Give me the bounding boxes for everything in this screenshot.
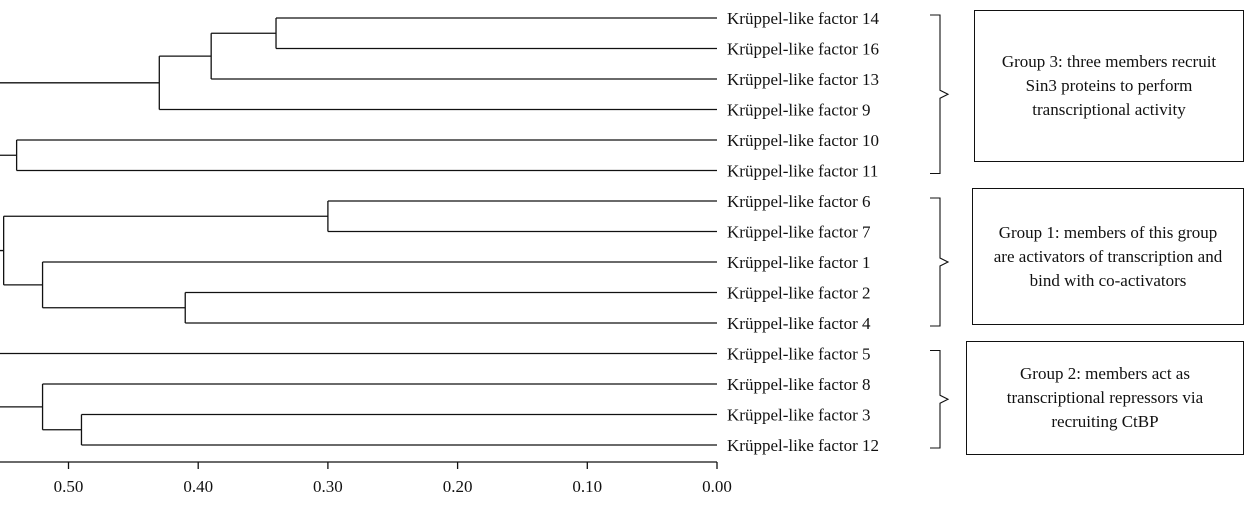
leaf-label: Krüppel-like factor 13 — [727, 70, 879, 89]
tick-label: 0.40 — [183, 477, 213, 496]
leaf-label: Krüppel-like factor 7 — [727, 223, 871, 242]
leaf-label: Krüppel-like factor 1 — [727, 253, 871, 272]
group-3-box: Group 3: three members recruit Sin3 prot… — [974, 10, 1244, 162]
leaf-label: Krüppel-like factor 2 — [727, 284, 871, 303]
group-bracket — [930, 197, 950, 327]
leaf-label: Krüppel-like factor 12 — [727, 436, 879, 455]
dendrogram-branches — [0, 17, 717, 446]
group-2-box: Group 2: members act as transcriptional … — [966, 341, 1244, 455]
tick-label: 0.20 — [443, 477, 473, 496]
group-bracket — [930, 349, 950, 449]
leaf-label: Krüppel-like factor 5 — [727, 345, 871, 364]
leaf-label: Krüppel-like factor 9 — [727, 101, 871, 120]
leaf-label: Krüppel-like factor 11 — [727, 162, 878, 181]
leaf-label: Krüppel-like factor 14 — [727, 9, 879, 28]
group-brackets — [930, 14, 950, 449]
tick-label: 0.10 — [572, 477, 602, 496]
leaf-label: Krüppel-like factor 4 — [727, 314, 871, 333]
group-3-text: Group 3: three members recruit Sin3 prot… — [1001, 52, 1217, 119]
tick-label: 0.50 — [54, 477, 84, 496]
group-bracket — [930, 14, 950, 175]
leaf-label: Krüppel-like factor 3 — [727, 406, 871, 425]
leaf-labels: Krüppel-like factor 14 Krüppel-like facto… — [727, 9, 879, 455]
group-1-text: Group 1: members of this group are activ… — [993, 222, 1223, 290]
group-1-box: Group 1: members of this group are activ… — [972, 188, 1244, 325]
leaf-label: Krüppel-like factor 6 — [727, 192, 871, 211]
leaf-label: Krüppel-like factor 10 — [727, 131, 879, 150]
leaf-label: Krüppel-like factor 8 — [727, 375, 871, 394]
tick-label: 0.00 — [702, 477, 732, 496]
tick-label: 0.30 — [313, 477, 343, 496]
distance-axis: 0.600.500.400.300.200.100.00 — [0, 461, 732, 496]
leaf-label: Krüppel-like factor 16 — [727, 40, 879, 59]
group-2-text: Group 2: members act as transcriptional … — [1006, 364, 1204, 431]
